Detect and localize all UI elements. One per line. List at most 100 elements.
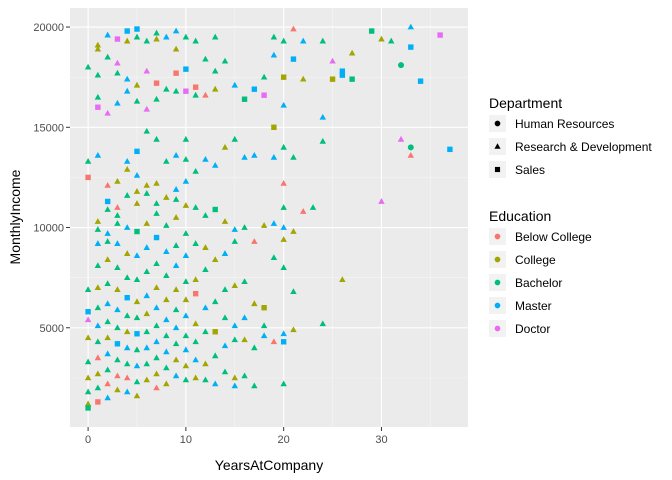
y-axis-ticks: 5000 10000 15000 20000	[33, 22, 70, 335]
data-point	[182, 230, 190, 236]
data-point	[231, 336, 239, 343]
data-point	[172, 151, 180, 158]
data-point	[192, 290, 199, 297]
data-point	[114, 372, 121, 379]
data-point	[221, 218, 229, 224]
data-point	[182, 202, 190, 208]
data-point	[280, 37, 287, 44]
data-point	[153, 200, 160, 206]
data-point	[153, 370, 160, 377]
data-point	[182, 252, 190, 258]
data-point	[202, 244, 209, 250]
data-point	[123, 157, 131, 164]
data-point	[84, 388, 92, 395]
data-point	[251, 382, 258, 389]
data-point	[104, 334, 111, 341]
data-point	[397, 135, 405, 142]
data-point	[143, 37, 150, 44]
data-point	[182, 155, 190, 162]
data-point	[94, 304, 102, 311]
data-point	[329, 76, 336, 82]
data-point	[260, 322, 268, 329]
data-point	[163, 33, 170, 40]
data-point	[114, 306, 121, 313]
data-point	[211, 256, 219, 262]
data-point	[124, 28, 130, 34]
data-point	[94, 41, 102, 48]
data-point	[319, 320, 327, 327]
data-point	[143, 376, 150, 383]
data-point	[114, 286, 121, 293]
data-point	[290, 56, 297, 62]
data-point	[123, 344, 131, 351]
data-point	[221, 143, 229, 150]
legend-item-label: Human Resources	[515, 117, 614, 131]
data-point	[123, 192, 131, 198]
data-point	[163, 316, 170, 323]
data-point	[84, 286, 92, 293]
data-point	[231, 382, 239, 389]
data-point	[221, 250, 229, 256]
data-point	[319, 137, 327, 144]
data-point	[114, 220, 121, 226]
data-point	[172, 27, 180, 34]
data-point	[123, 360, 131, 367]
data-point	[172, 196, 180, 202]
data-point	[114, 204, 121, 210]
data-point	[172, 214, 180, 220]
data-point	[143, 268, 150, 275]
data-point	[143, 328, 150, 335]
data-point	[280, 264, 287, 270]
data-point	[280, 236, 287, 242]
data-point	[123, 374, 131, 381]
data-point	[114, 69, 121, 76]
legend-title: Department	[489, 95, 562, 111]
data-point	[94, 71, 102, 78]
data-point	[114, 59, 121, 66]
data-point	[260, 222, 268, 228]
data-point	[183, 66, 189, 72]
x-axis-ticks: 0 10 20 30	[85, 427, 388, 446]
data-point	[437, 32, 443, 38]
data-point	[163, 380, 170, 387]
data-point	[368, 28, 375, 34]
data-point	[94, 284, 102, 291]
data-point	[407, 23, 415, 30]
legend-item-label: Research & Development	[515, 140, 652, 154]
plot-panel	[70, 8, 468, 427]
data-point	[251, 300, 258, 307]
data-point	[114, 264, 121, 270]
data-point	[94, 354, 102, 361]
data-point	[192, 91, 199, 98]
data-point	[221, 368, 229, 375]
data-point	[172, 340, 180, 347]
data-point	[270, 33, 278, 40]
data-point	[84, 63, 92, 70]
data-point	[349, 76, 355, 82]
data-point	[172, 186, 180, 192]
legend-key-circle	[494, 120, 501, 127]
data-point	[85, 309, 91, 315]
data-point	[299, 37, 307, 44]
data-point	[231, 238, 239, 244]
data-point	[123, 388, 131, 395]
data-point	[163, 194, 170, 200]
data-point	[153, 29, 160, 36]
y-tick-label: 15000	[33, 122, 64, 134]
data-point	[153, 135, 160, 142]
data-point	[182, 346, 190, 353]
data-point	[133, 97, 141, 104]
data-point	[260, 332, 268, 339]
data-point	[309, 204, 317, 210]
data-point	[192, 204, 199, 210]
data-point	[104, 206, 111, 212]
data-point	[163, 85, 170, 92]
data-point	[202, 155, 209, 162]
data-point	[290, 25, 297, 32]
data-point	[212, 206, 218, 213]
data-point	[133, 362, 141, 369]
data-point	[408, 44, 414, 50]
data-point	[84, 358, 92, 365]
data-point	[153, 234, 160, 241]
data-point	[290, 288, 297, 295]
